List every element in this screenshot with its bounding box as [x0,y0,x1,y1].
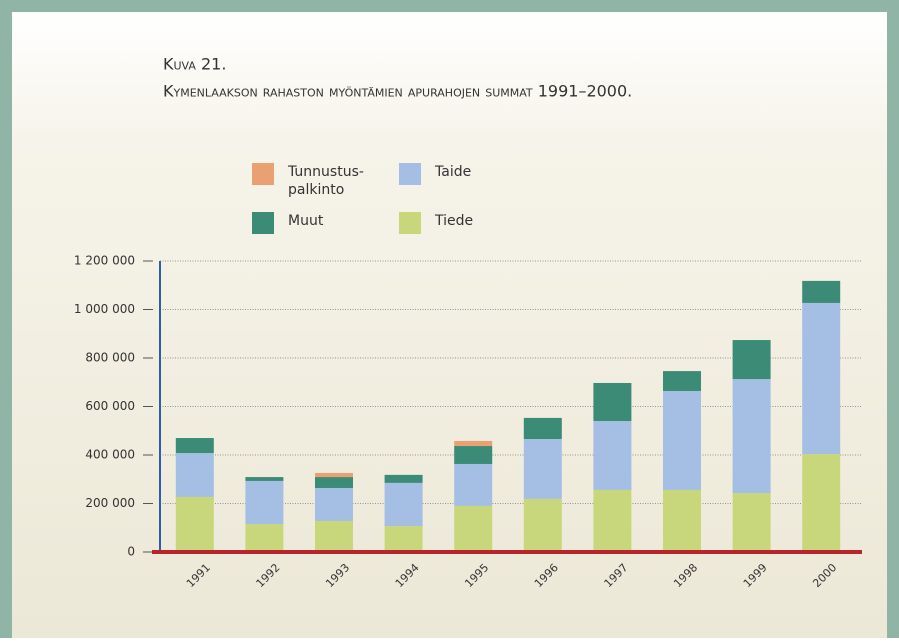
y-tick-label: 1 200 000 [74,254,135,268]
bar-segment [315,520,353,552]
bar-segment [732,379,771,494]
chart-title: Kuva 21. [163,55,226,74]
bar-segment [175,496,214,552]
bar-segment [384,482,423,527]
legend-swatch [252,212,274,234]
bar-segment [315,477,353,488]
y-tick-label: 1 000 000 [74,302,135,316]
legend-item: Tiede [399,212,517,234]
legend-swatch [252,163,274,185]
bar-segment [802,454,841,552]
bar-segment [663,371,701,391]
bar-segment [802,280,841,303]
legend-item: Tunnustus-palkinto [252,163,370,199]
bar-segment [523,417,562,439]
legend-label: Muut [288,213,324,229]
bar-segment [663,489,701,552]
chart-subtitle: Kymenlaakson rahaston myöntämien apuraho… [163,82,632,101]
bar-segment [523,438,562,499]
bar-segment [663,390,701,490]
bar-segment [593,421,632,490]
legend-item: Muut [252,212,370,234]
legend-swatch [399,212,421,234]
legend-swatch [399,163,421,185]
legend-label: Tiede [435,213,474,229]
bar-segment [384,526,423,552]
bar-segment [245,524,284,552]
y-tick-label: 800 000 [85,351,135,365]
legend-label: Tunnustus-palkinto [288,164,364,198]
bar-segment [245,477,284,481]
bar-segment [802,302,841,455]
y-tick-label: 400 000 [85,448,135,462]
bar-segment [732,493,771,552]
bar-segment [593,489,632,552]
bar-segment [732,340,771,380]
bar-segment [175,453,214,497]
bar-segment [315,472,353,478]
bar-segment [593,382,632,422]
bar-segment [454,440,493,447]
bar-segment [384,474,423,483]
bar-segment [315,487,353,521]
bar-segment [175,438,214,454]
bar-segment [523,498,562,552]
bar-segment [245,480,284,525]
y-tick-label: 0 [127,545,135,559]
bar-segment [454,505,493,552]
y-tick-label: 600 000 [85,399,135,413]
legend-item: Taide [399,163,517,185]
bar-segment [454,463,493,506]
y-tick-label: 200 000 [85,496,135,510]
legend-label: Taide [435,164,472,180]
bar-segment [454,446,493,464]
